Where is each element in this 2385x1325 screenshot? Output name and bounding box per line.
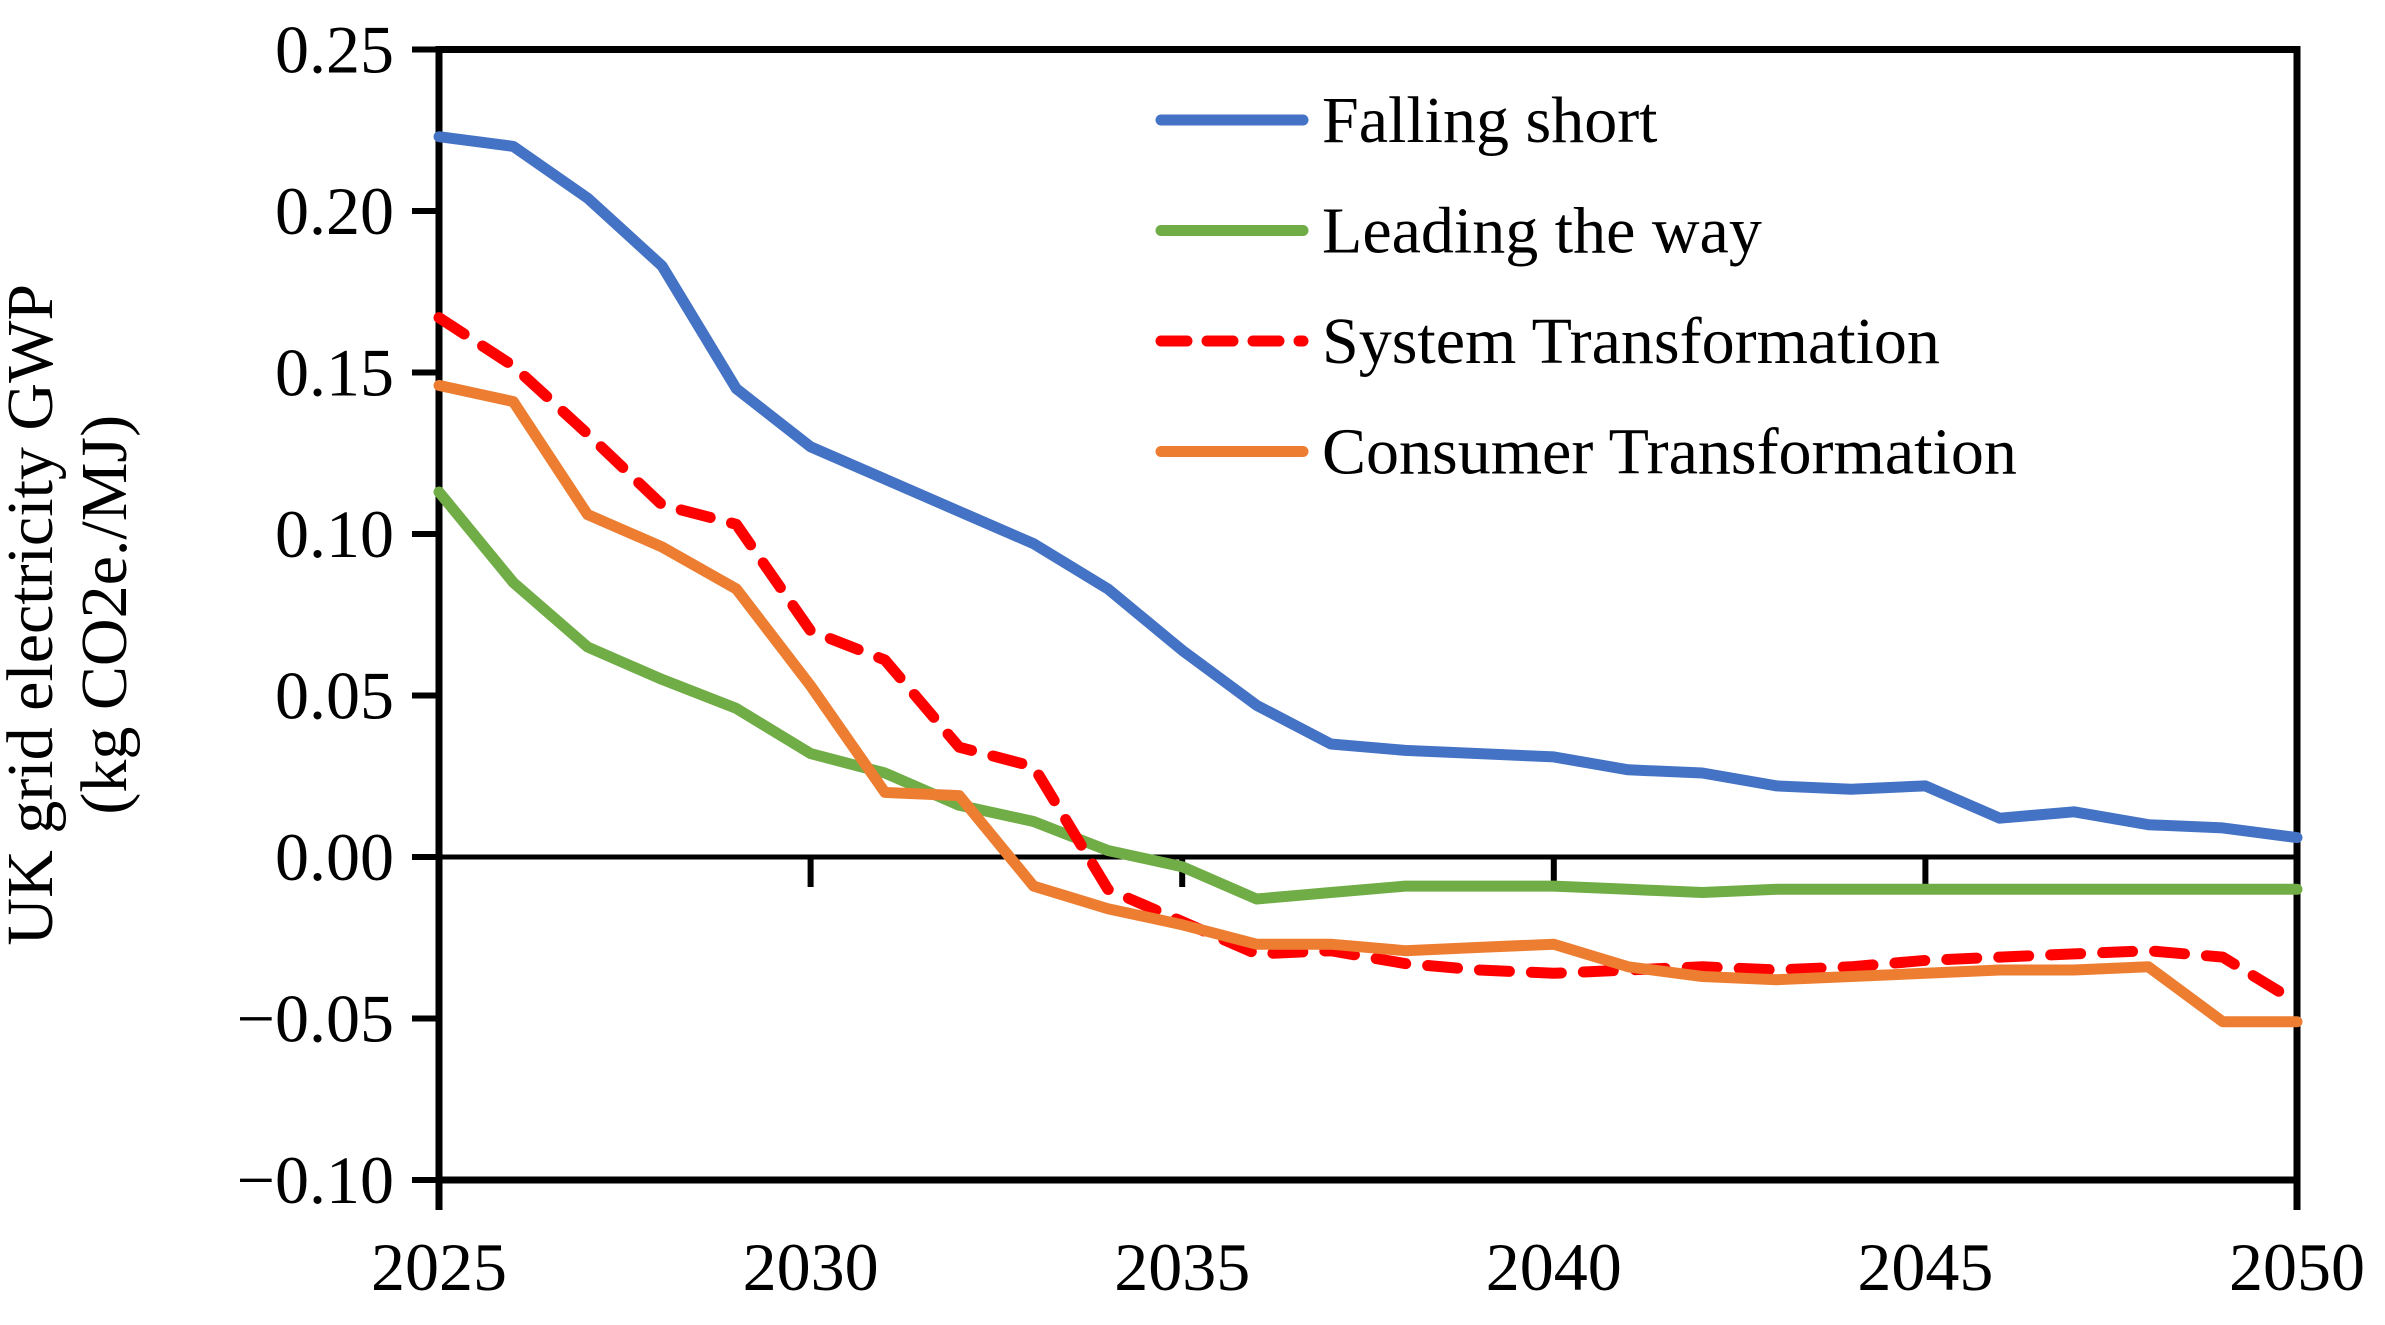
plot-border xyxy=(435,46,2301,1184)
y-tick-label: −0.05 xyxy=(237,981,394,1057)
x-tick-label: 2040 xyxy=(1486,1229,1622,1305)
legend-label: Consumer Transformation xyxy=(1322,416,2017,489)
series-line-falling-short xyxy=(433,131,2303,844)
legend-label: Leading the way xyxy=(1322,195,1762,268)
y-tick-label: 0.15 xyxy=(275,335,394,411)
series-line-system-transformation xyxy=(433,312,2303,1008)
y-tick-label: 0.20 xyxy=(275,173,394,249)
x-tick-label: 2045 xyxy=(1857,1229,1993,1305)
x-tick-label: 2025 xyxy=(371,1229,507,1305)
x-tick-label: 2030 xyxy=(743,1229,879,1305)
y-tick-label: −0.10 xyxy=(237,1142,394,1218)
y-axis-title-line1: UK grid electricity GWP xyxy=(0,284,67,946)
legend-label: Falling short xyxy=(1322,84,1658,157)
x-tick-label: 2035 xyxy=(1114,1229,1250,1305)
legend-label: System Transformation xyxy=(1322,305,1940,378)
series-line-consumer-transformation xyxy=(433,379,2303,1028)
y-axis-title-line2: (kg CO2e./MJ) xyxy=(68,415,141,815)
y-tick-label: 0.25 xyxy=(275,12,394,88)
series-line-leading-the-way xyxy=(433,486,2303,905)
y-tick-label: 0.05 xyxy=(275,658,394,734)
y-tick-label: 0.00 xyxy=(275,819,394,895)
y-tick-label: 0.10 xyxy=(275,496,394,572)
x-tick-label: 2050 xyxy=(2229,1229,2365,1305)
